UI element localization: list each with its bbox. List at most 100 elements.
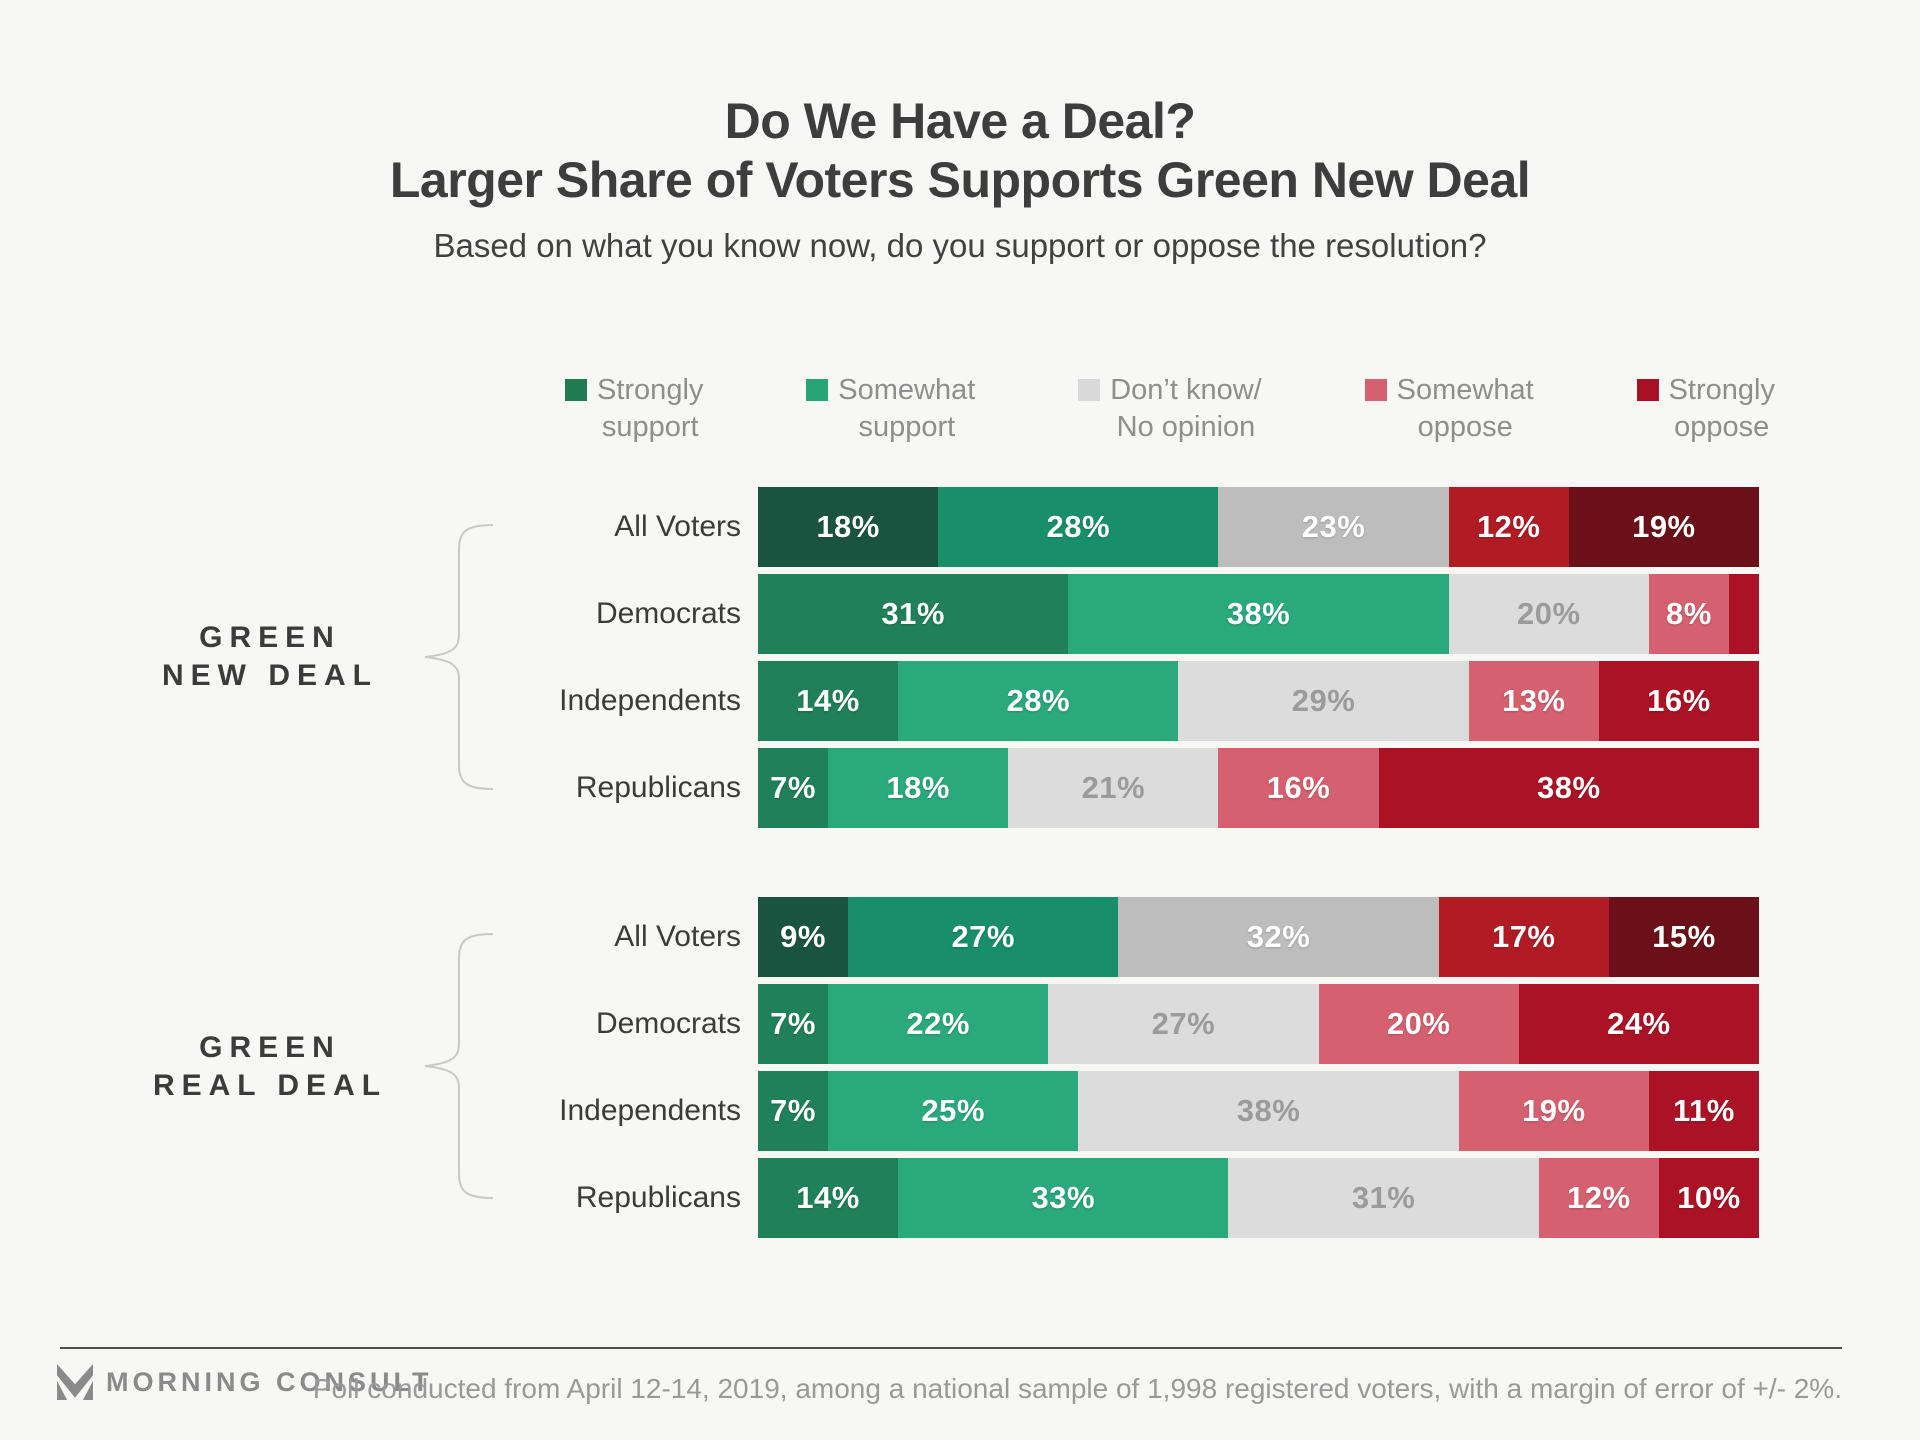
chart-row: All Voters 18% 28% 23% 12% 19% [0, 487, 1920, 567]
segment-value-label: 11% [1673, 1093, 1735, 1128]
segment-value-label: 25% [921, 1093, 985, 1128]
legend-item-3: Somewhat oppose [1364, 372, 1534, 446]
stacked-bar: 7% 18% 21% 16% 38% [758, 748, 1759, 828]
stacked-bar: 31% 38% 20% 8% [758, 574, 1759, 654]
stacked-bar: 7% 25% 38% 19% 11% [758, 1071, 1759, 1151]
segment-value-label: 20% [1386, 1006, 1451, 1041]
page-subtitle: Based on what you know now, do you suppo… [433, 227, 1487, 264]
bar-segment: 7% [758, 1071, 829, 1151]
segment-value-label: 10% [1677, 1180, 1741, 1215]
chart-green-new-deal: All Voters 18% 28% 23% 12% 19% Democrats 31% 38%… [0, 487, 1920, 835]
row-category-label: Democrats [595, 1007, 741, 1040]
stacked-bar: 7% 22% 27% 20% 24% [758, 984, 1759, 1064]
bar-segment: 13% [1468, 661, 1599, 741]
segment-value-label: 27% [951, 919, 1015, 954]
legend-label: Strongly support [597, 374, 704, 443]
segment-value-label: 14% [796, 683, 860, 718]
row-category-label: Independents [559, 684, 741, 717]
stacked-bar: 14% 33% 31% 12% 10% [758, 1158, 1759, 1238]
bar-segment: 7% [758, 748, 829, 828]
segment-value-label: 32% [1246, 919, 1311, 954]
bar-segment: 27% [848, 897, 1119, 977]
segment-value-label: 7% [770, 1093, 816, 1128]
stacked-bar: 18% 28% 23% 12% 19% [758, 487, 1759, 567]
bar-segment: 10% [1658, 1158, 1759, 1238]
bar-segment: 29% [1178, 661, 1469, 741]
bar-segment: 32% [1118, 897, 1439, 977]
bar-segment: 33% [898, 1158, 1229, 1238]
bar-segment: 15% [1608, 897, 1759, 977]
segment-value-label: 27% [1151, 1006, 1216, 1041]
methodology-note: Poll conducted from April 12-14, 2019, a… [312, 1373, 1842, 1404]
bar-segment: 38% [1378, 748, 1759, 828]
segment-value-label: 17% [1491, 919, 1556, 954]
segment-value-label: 8% [1665, 596, 1712, 631]
segment-value-label: 38% [1226, 596, 1291, 631]
segment-value-label: 14% [796, 1180, 860, 1215]
legend-swatch-icon [565, 379, 587, 401]
row-category-label: Democrats [595, 597, 741, 630]
chart-row: Republicans 14% 33% 31% 12% 10% [0, 1158, 1920, 1238]
bar-segment: 18% [828, 748, 1009, 828]
bar-segment: 21% [1008, 748, 1219, 828]
bar-segment: 8% [1648, 574, 1729, 654]
segment-value-label: 38% [1537, 770, 1601, 805]
legend-item-2: Don’t know/No opinion [1078, 372, 1262, 446]
legend-label: Somewhat support [838, 374, 976, 443]
legend-label: Don’t know/No opinion [1110, 374, 1262, 443]
chart-row: Republicans 7% 18% 21% 16% 38% [0, 748, 1920, 828]
group-label-green-real-deal: GREEN REAL DEAL [55, 1029, 485, 1105]
group-label-green-new-deal: GREEN NEW DEAL [55, 619, 485, 695]
bar-segment: 28% [898, 661, 1179, 741]
segment-value-label: 13% [1501, 683, 1566, 718]
segment-value-label: 31% [881, 596, 945, 631]
segment-value-label: 19% [1632, 509, 1696, 544]
bar-segment: 38% [1068, 574, 1449, 654]
bar-segment: 38% [1078, 1071, 1459, 1151]
segment-value-label: 16% [1647, 683, 1711, 718]
bar-segment: 16% [1598, 661, 1759, 741]
legend-item-1: Somewhat support [806, 372, 975, 446]
legend-swatch-icon [1078, 379, 1101, 401]
segment-value-label: 20% [1516, 596, 1581, 631]
segment-value-label: 9% [780, 919, 826, 954]
bar-segment: 17% [1438, 897, 1609, 977]
bar-segment: 19% [1458, 1071, 1649, 1151]
legend-swatch-icon [806, 379, 829, 401]
segment-value-label: 15% [1652, 919, 1716, 954]
stacked-bar: 9% 27% 32% 17% 15% [758, 897, 1759, 977]
segment-value-label: 12% [1567, 1180, 1631, 1215]
segment-value-label: 18% [816, 509, 880, 544]
bar-segment: 20% [1448, 574, 1649, 654]
chart-row: Independents 7% 25% 38% 19% 11% [0, 1071, 1920, 1151]
segment-value-label: 23% [1301, 509, 1366, 544]
bar-segment: 7% [758, 984, 829, 1064]
bar-segment: 14% [758, 1158, 899, 1238]
bar-segment: 11% [1648, 1071, 1759, 1151]
page-title-line2: Larger Share of Voters Supports Green Ne… [389, 152, 1531, 208]
bar-segment: 12% [1538, 1158, 1659, 1238]
chart-green-real-deal: All Voters 9% 27% 32% 17% 15% Democrats 7% 22% 27… [0, 897, 1920, 1245]
segment-value-label: 7% [770, 770, 816, 805]
chart-row: Democrats 31% 38% 20% 8% [0, 574, 1920, 654]
header: Do We Have a Deal? Larger Share of Voter… [0, 92, 1920, 266]
stacked-bar: 14% 28% 29% 13% 16% [758, 661, 1759, 741]
bar-segment: 31% [758, 574, 1069, 654]
brand-logo: MORNING CONSULT [57, 1364, 432, 1400]
legend-item-0: Strongly support [565, 372, 703, 446]
legend-swatch-icon [1364, 379, 1387, 401]
segment-value-label: 33% [1031, 1180, 1096, 1215]
row-category-label: Republicans [575, 1181, 741, 1214]
footer-divider [60, 1347, 1842, 1349]
curly-brace-icon [424, 933, 493, 1199]
row-category-label: Republicans [575, 771, 741, 804]
bar-segment: 14% [758, 661, 899, 741]
chart-row: Independents 14% 28% 29% 13% 16% [0, 661, 1920, 741]
legend-label: Somewhat oppose [1396, 374, 1534, 443]
morning-consult-logo-icon [57, 1364, 93, 1400]
segment-value-label: 18% [886, 770, 950, 805]
bar-segment: 22% [828, 984, 1049, 1064]
segment-value-label: 24% [1607, 1006, 1671, 1041]
brand-name: MORNING CONSULT [106, 1367, 433, 1397]
segment-value-label: 21% [1081, 770, 1146, 805]
